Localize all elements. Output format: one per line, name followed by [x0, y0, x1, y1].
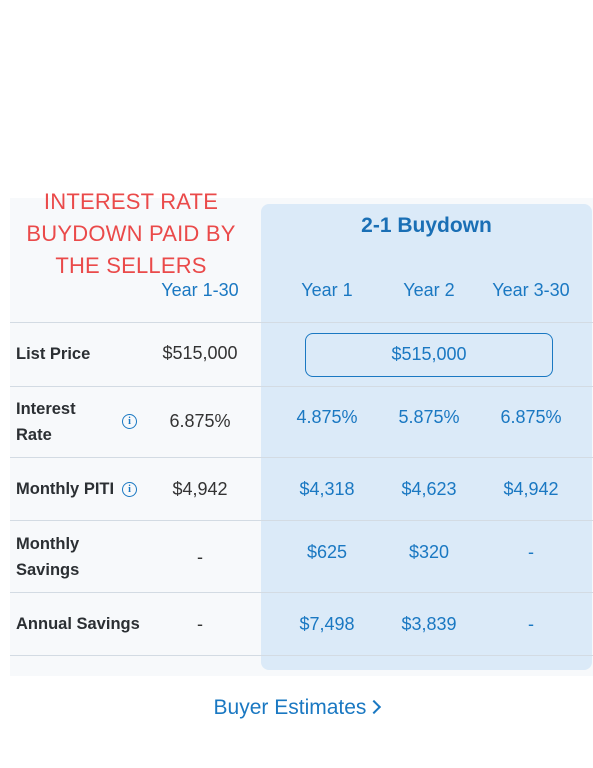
annual-savings-year-1: $7,498 — [299, 614, 355, 634]
column-header-year-1: Year 1 — [301, 280, 353, 300]
row-divider — [10, 520, 593, 521]
interest-rate-year-1: 4.875% — [296, 407, 358, 427]
interest-rate-label: Interest Rate — [16, 396, 76, 448]
interest-rate-year-2: 5.875% — [398, 407, 460, 427]
row-divider — [10, 655, 593, 656]
monthly-piti-year-1: $4,318 — [299, 479, 355, 499]
annual-savings-label: Annual Savings — [16, 615, 140, 633]
overlay-line-1: INTEREST RATE — [43, 189, 219, 214]
buyer-estimates-label: Buyer Estimates — [213, 696, 367, 719]
interest-rate-base-value: 6.875% — [169, 411, 231, 431]
row-divider — [10, 457, 593, 458]
info-icon[interactable]: i — [122, 482, 137, 497]
monthly-savings-label: Monthly Savings — [16, 531, 79, 583]
monthly-savings-label-line-1: Monthly — [16, 535, 80, 553]
monthly-savings-year-3-30: - — [528, 542, 534, 562]
overlay-caption: INTEREST RATE BUYDOWN PAID BY THE SELLER… — [10, 186, 252, 282]
row-divider — [10, 322, 593, 323]
column-header-year-2: Year 2 — [403, 280, 455, 300]
buydown-list-price-field[interactable]: $515,000 — [305, 333, 553, 377]
overlay-line-2: BUYDOWN PAID BY — [26, 221, 236, 246]
column-header-year-3-30: Year 3-30 — [492, 280, 570, 300]
buydown-column-highlight — [261, 204, 592, 670]
list-price-base-value: $515,000 — [162, 343, 238, 363]
interest-rate-label-line-2: Rate — [16, 426, 52, 444]
buyer-estimates-link[interactable]: Buyer Estimates — [0, 696, 593, 720]
monthly-piti-year-3-30: $4,942 — [503, 479, 559, 499]
list-price-label: List Price — [16, 345, 91, 363]
monthly-piti-year-2: $4,623 — [401, 479, 457, 499]
column-header-year-1-30: Year 1-30 — [161, 280, 239, 300]
overlay-line-3: THE SELLERS — [55, 253, 207, 278]
interest-rate-year-3-30: 6.875% — [500, 407, 562, 427]
chevron-right-icon — [367, 699, 382, 715]
row-divider — [10, 592, 593, 593]
monthly-savings-year-2: $320 — [408, 542, 450, 562]
buydown-title: 2-1 Buydown — [361, 214, 492, 237]
annual-savings-base-value: - — [197, 614, 203, 634]
interest-rate-label-line-1: Interest — [16, 400, 76, 418]
info-icon[interactable]: i — [122, 414, 137, 429]
monthly-piti-label: Monthly PITI — [16, 480, 115, 498]
row-divider — [10, 386, 593, 387]
monthly-piti-base-value: $4,942 — [172, 479, 228, 499]
annual-savings-year-3-30: - — [528, 614, 534, 634]
annual-savings-year-2: $3,839 — [401, 614, 457, 634]
monthly-savings-year-1: $625 — [306, 542, 348, 562]
monthly-savings-base-value: - — [197, 547, 203, 567]
monthly-savings-label-line-2: Savings — [16, 561, 80, 579]
